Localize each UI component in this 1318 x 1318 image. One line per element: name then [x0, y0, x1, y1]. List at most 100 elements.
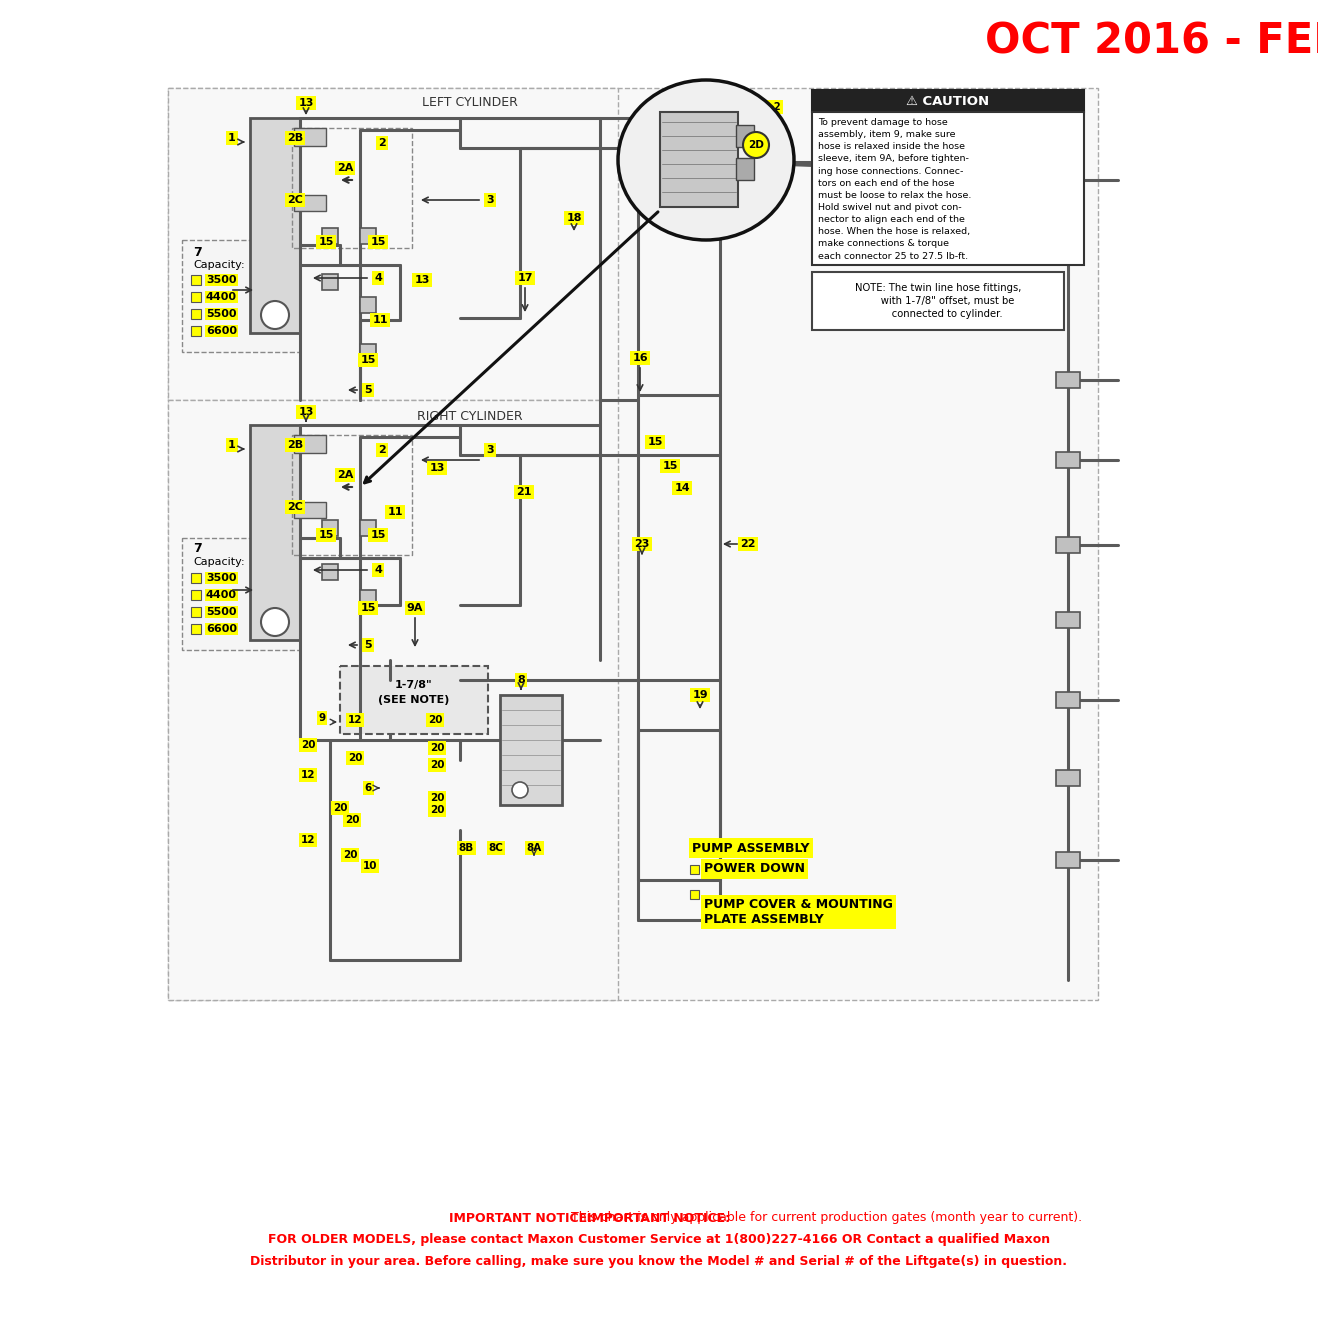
Text: 15: 15 [663, 461, 677, 471]
Text: 20: 20 [343, 850, 357, 861]
Bar [191, 573, 202, 583]
Text: Capacity:: Capacity: [192, 260, 245, 270]
Text: 7: 7 [192, 245, 202, 258]
Bar [293, 435, 413, 555]
Bar [1056, 372, 1079, 387]
Text: 13: 13 [298, 407, 314, 416]
Text: 15: 15 [370, 530, 386, 540]
Bar [191, 326, 202, 336]
Text: OCT 2016 - FEB 2017: OCT 2016 - FEB 2017 [985, 21, 1318, 63]
Text: 5: 5 [364, 641, 372, 650]
Bar [191, 308, 202, 319]
Bar [735, 158, 754, 181]
Text: IMPORTANT NOTICE:: IMPORTANT NOTICE: [449, 1211, 592, 1224]
Text: 4400: 4400 [206, 590, 237, 600]
Text: 20: 20 [430, 743, 444, 753]
Text: 15: 15 [360, 604, 376, 613]
Text: 2C: 2C [287, 195, 303, 206]
Text: 23: 23 [634, 539, 650, 550]
Bar [293, 128, 413, 248]
Text: FOR OLDER MODELS, please contact Maxon Customer Service at 1(800)227-4166 OR Con: FOR OLDER MODELS, please contact Maxon C… [268, 1234, 1050, 1247]
Circle shape [743, 132, 768, 158]
Text: 11: 11 [372, 315, 387, 326]
Text: 3500: 3500 [206, 275, 236, 285]
Text: 8B: 8B [459, 844, 473, 853]
Text: 15: 15 [319, 530, 333, 540]
Text: 20: 20 [430, 793, 444, 803]
Bar [360, 228, 376, 244]
Bar [250, 424, 301, 641]
Bar [1056, 452, 1079, 468]
Text: 9: 9 [319, 713, 326, 724]
Bar [182, 240, 301, 352]
Text: 19: 19 [692, 691, 708, 700]
Text: 1-7/8": 1-7/8" [395, 680, 432, 691]
Text: LEFT CYLINDER: LEFT CYLINDER [422, 96, 518, 109]
Text: 2: 2 [378, 445, 386, 455]
Circle shape [261, 301, 289, 330]
Text: 2D-2: 2D-2 [755, 101, 780, 112]
Bar [360, 344, 376, 360]
Bar [167, 88, 1098, 1000]
Bar [191, 608, 202, 617]
Text: Capacity:: Capacity: [192, 558, 245, 567]
Text: 2D: 2D [749, 140, 764, 150]
Text: 12: 12 [301, 770, 315, 780]
Text: 1: 1 [228, 440, 236, 449]
Bar [191, 293, 202, 302]
Bar [691, 890, 699, 899]
Text: 8A: 8A [526, 844, 542, 853]
Bar [1056, 692, 1079, 708]
Bar [294, 195, 326, 211]
Text: 5: 5 [364, 385, 372, 395]
Text: 2D-3: 2D-3 [691, 214, 717, 223]
Bar [812, 112, 1083, 265]
Text: 2C: 2C [287, 502, 303, 511]
Text: 18: 18 [567, 214, 581, 223]
Bar [167, 88, 618, 399]
Bar [1056, 237, 1079, 253]
Bar [1056, 536, 1079, 554]
Bar [322, 228, 337, 244]
Bar [360, 590, 376, 606]
Text: 20: 20 [430, 805, 444, 815]
Text: 2A: 2A [337, 163, 353, 173]
Bar [1056, 173, 1079, 188]
Text: 4: 4 [374, 565, 382, 575]
Bar [294, 435, 326, 453]
Text: 15: 15 [360, 355, 376, 365]
Bar [182, 538, 301, 650]
Text: 12: 12 [301, 836, 315, 845]
Bar [360, 521, 376, 536]
Text: 3500: 3500 [206, 573, 236, 583]
Text: 5500: 5500 [206, 608, 236, 617]
Text: 4: 4 [374, 273, 382, 283]
Bar [191, 590, 202, 600]
Text: IMPORTANT NOTICE:: IMPORTANT NOTICE: [588, 1211, 730, 1224]
Text: 20: 20 [301, 739, 315, 750]
Text: This chart is only applicable for current production gates (month year to curren: This chart is only applicable for curren… [567, 1211, 1082, 1224]
Circle shape [511, 782, 529, 797]
Text: 2A: 2A [337, 471, 353, 480]
Text: 6600: 6600 [206, 623, 237, 634]
Text: ⚠ CAUTION: ⚠ CAUTION [907, 95, 990, 108]
Bar [167, 399, 618, 1000]
Text: 6: 6 [364, 783, 372, 793]
Circle shape [261, 608, 289, 637]
Text: 3: 3 [486, 445, 494, 455]
Text: RIGHT CYLINDER: RIGHT CYLINDER [418, 410, 523, 423]
Text: 10: 10 [362, 861, 377, 871]
Text: 13: 13 [430, 463, 444, 473]
Text: 15: 15 [370, 237, 386, 246]
Text: 4400: 4400 [206, 293, 237, 302]
Text: To prevent damage to hose
assembly, item 9, make sure
hose is relaxed inside the: To prevent damage to hose assembly, item… [818, 119, 971, 261]
Text: 8C: 8C [489, 844, 503, 853]
Bar [660, 112, 738, 207]
Bar [500, 695, 561, 805]
Text: 7: 7 [192, 542, 202, 555]
Bar [735, 125, 754, 148]
Text: PUMP COVER & MOUNTING
PLATE ASSEMBLY: PUMP COVER & MOUNTING PLATE ASSEMBLY [704, 898, 892, 927]
Text: 12: 12 [348, 714, 362, 725]
Text: 9A: 9A [407, 604, 423, 613]
Bar [1056, 851, 1079, 869]
